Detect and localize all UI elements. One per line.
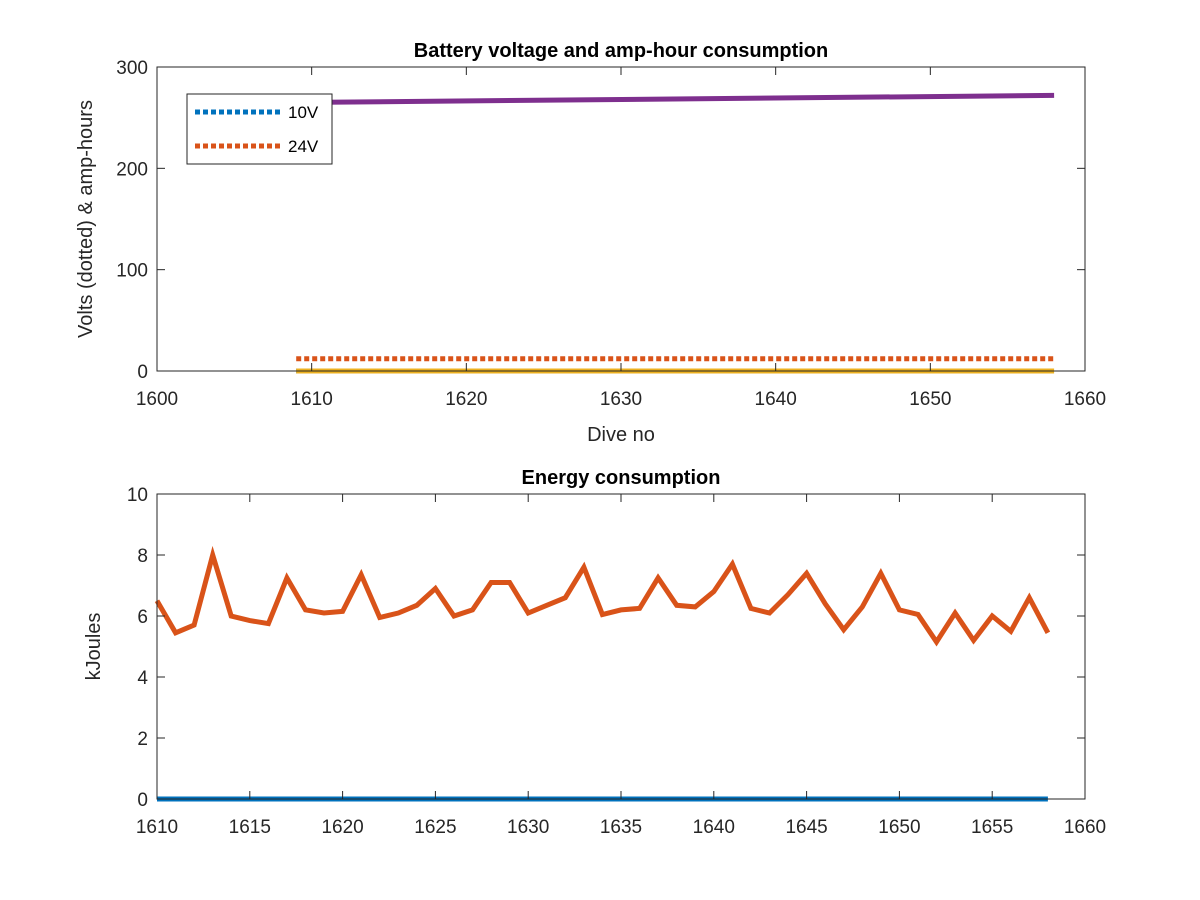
energy-y-tick-label: 6: [137, 607, 148, 628]
energy-x-tick-label: 1625: [414, 817, 456, 838]
energy-x-tick-label: 1645: [785, 817, 827, 838]
voltage-x-tick-label: 1600: [136, 389, 178, 410]
energy-y-tick-label: 8: [137, 546, 148, 567]
energy-y-tick-label: 10: [127, 485, 148, 506]
voltage-y-tick-label: 100: [116, 261, 148, 282]
legend-label-10v: 10V: [288, 103, 319, 122]
voltage-x-tick-label: 1630: [600, 389, 642, 410]
voltage-x-tick-label: 1620: [445, 389, 487, 410]
energy-y-tick-label: 4: [137, 668, 148, 689]
voltage-x-tick-label: 1650: [909, 389, 951, 410]
energy-x-tick-label: 1630: [507, 817, 549, 838]
voltage-panel: 1600 1610 1620 1630 1640 1650 1660 0 100 200 300 B…: [75, 40, 1106, 446]
energy-chart-title: Energy consumption: [522, 467, 721, 489]
voltage-y-tick-label: 200: [116, 159, 148, 180]
voltage-x-tick-label: 1610: [291, 389, 333, 410]
energy-panel: 1610 1615 1620 1625 1630 1635 1640 1645 1650 1655…: [83, 467, 1106, 838]
energy-y-tick-label: 2: [137, 729, 148, 750]
legend-label-24v: 24V: [288, 137, 319, 156]
energy-x-tick-label: 1610: [136, 817, 178, 838]
voltage-ticks: 1600 1610 1620 1630 1640 1650 1660 0 100 200 300: [116, 58, 1106, 410]
voltage-x-tick-label: 1660: [1064, 389, 1106, 410]
energy-y-axis-label: kJoules: [83, 613, 105, 681]
voltage-legend: 10V 24V: [186, 93, 333, 165]
energy-x-tick-label: 1655: [971, 817, 1013, 838]
legend-box: [186, 93, 333, 165]
voltage-y-axis-label: Volts (dotted) & amp-hours: [75, 100, 97, 338]
energy-y-tick-label: 0: [137, 790, 148, 811]
energy-ticks: 1610 1615 1620 1625 1630 1635 1640 1645 1650 1655…: [127, 485, 1106, 838]
voltage-chart-title: Battery voltage and amp-hour consumption: [414, 40, 828, 62]
energy-x-tick-label: 1660: [1064, 817, 1106, 838]
voltage-y-tick-label: 0: [137, 362, 148, 383]
voltage-x-axis-label: Dive no: [587, 424, 655, 446]
voltage-y-tick-label: 300: [116, 58, 148, 79]
energy-x-tick-label: 1615: [229, 817, 271, 838]
energy-x-tick-label: 1635: [600, 817, 642, 838]
energy-x-tick-label: 1640: [693, 817, 735, 838]
voltage-x-tick-label: 1640: [755, 389, 797, 410]
voltage-series-line-3: [296, 92, 1055, 105]
energy-x-tick-label: 1650: [878, 817, 920, 838]
energy-series-line-1: [154, 545, 1051, 647]
energy-x-tick-label: 1620: [321, 817, 363, 838]
